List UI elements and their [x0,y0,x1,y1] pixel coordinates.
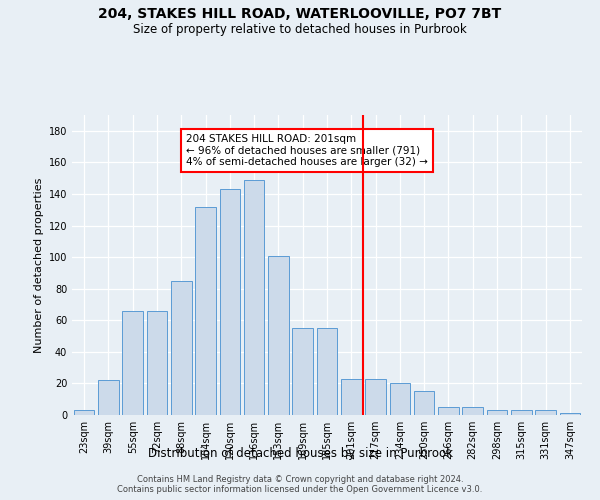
Bar [292,328,313,415]
Bar [389,384,410,415]
Bar [122,311,143,415]
Text: 204, STAKES HILL ROAD, WATERLOOVILLE, PO7 7BT: 204, STAKES HILL ROAD, WATERLOOVILLE, PO… [98,8,502,22]
Bar [74,410,94,415]
Text: 204 STAKES HILL ROAD: 201sqm
← 96% of detached houses are smaller (791)
4% of se: 204 STAKES HILL ROAD: 201sqm ← 96% of de… [186,134,428,167]
Bar [414,392,434,415]
Bar [438,407,459,415]
Text: Contains HM Land Registry data © Crown copyright and database right 2024.
Contai: Contains HM Land Registry data © Crown c… [118,474,482,494]
Bar [220,189,240,415]
Text: Size of property relative to detached houses in Purbrook: Size of property relative to detached ho… [133,22,467,36]
Bar [560,414,580,415]
Bar [244,180,265,415]
Bar [268,256,289,415]
Bar [341,378,362,415]
Text: Distribution of detached houses by size in Purbrook: Distribution of detached houses by size … [148,448,452,460]
Bar [535,410,556,415]
Bar [487,410,508,415]
Y-axis label: Number of detached properties: Number of detached properties [34,178,44,352]
Bar [146,311,167,415]
Bar [171,281,191,415]
Bar [98,380,119,415]
Bar [365,378,386,415]
Bar [463,407,483,415]
Bar [317,328,337,415]
Bar [511,410,532,415]
Bar [195,206,216,415]
